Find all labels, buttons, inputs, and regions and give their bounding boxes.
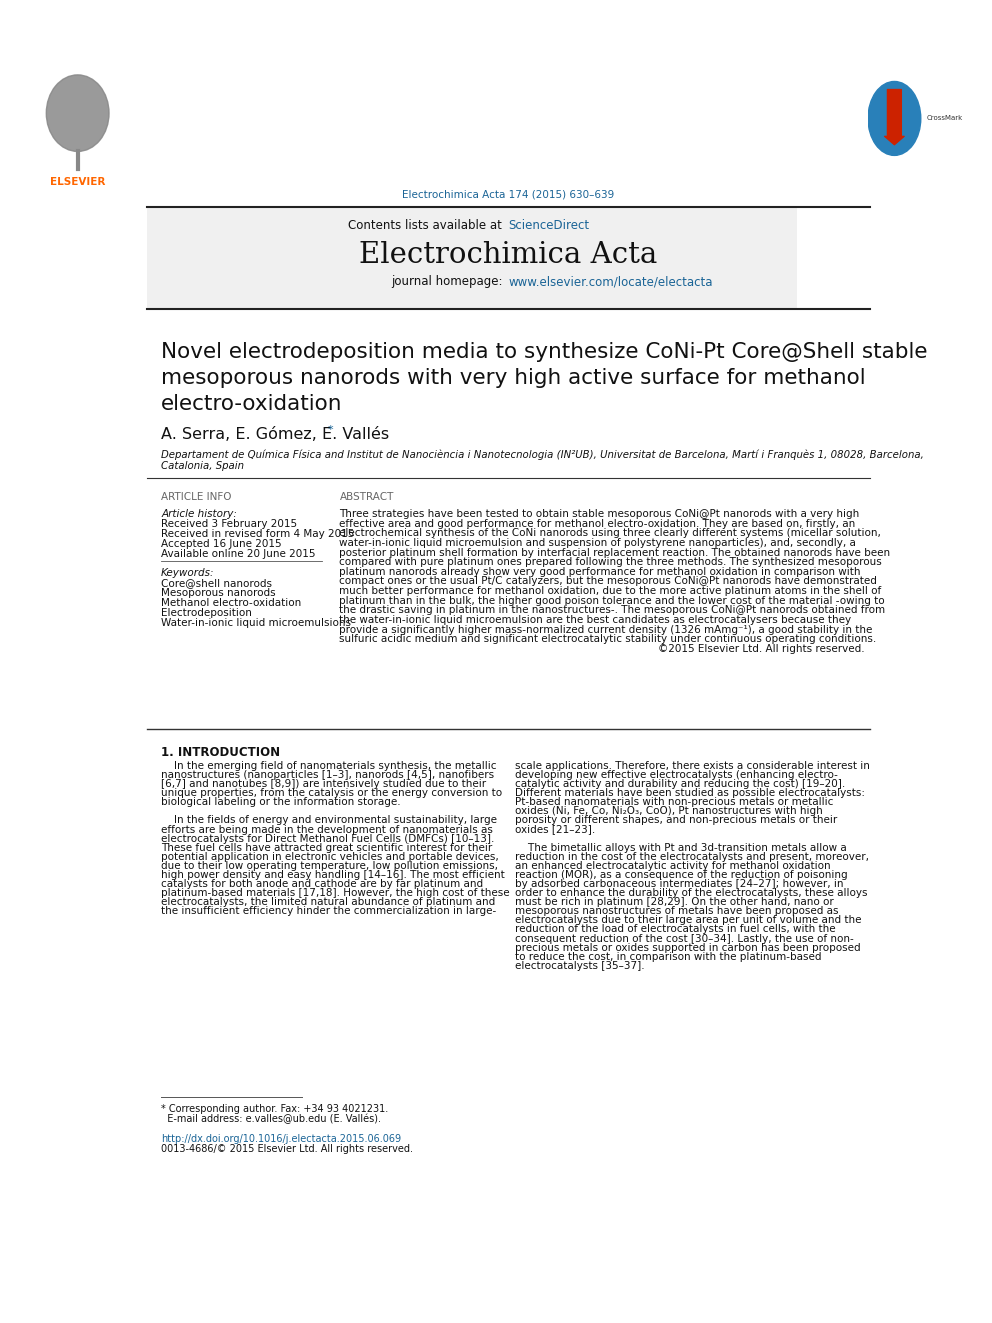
Text: biological labeling or the information storage.: biological labeling or the information s… (161, 798, 401, 807)
Text: sulfuric acidic medium and significant electrocatalytic stability under continuo: sulfuric acidic medium and significant e… (339, 634, 877, 644)
Text: electro-oxidation: electro-oxidation (161, 394, 342, 414)
Text: Received in revised form 4 May 2015: Received in revised form 4 May 2015 (161, 529, 354, 540)
Text: the water-in-ionic liquid microemulsion are the best candidates as electrocataly: the water-in-ionic liquid microemulsion … (339, 615, 851, 624)
Text: http://dx.doi.org/10.1016/j.electacta.2015.06.069: http://dx.doi.org/10.1016/j.electacta.20… (161, 1134, 402, 1143)
Text: CrossMark: CrossMark (927, 115, 962, 122)
Text: Electrodeposition: Electrodeposition (161, 609, 252, 618)
Text: ©2015 Elsevier Ltd. All rights reserved.: ©2015 Elsevier Ltd. All rights reserved. (658, 644, 864, 654)
Text: electrocatalysts [35–37].: electrocatalysts [35–37]. (515, 960, 644, 971)
Text: Electrochimica Acta 174 (2015) 630–639: Electrochimica Acta 174 (2015) 630–639 (403, 189, 614, 200)
Text: Pt-based nanomaterials with non-precious metals or metallic: Pt-based nanomaterials with non-precious… (515, 798, 833, 807)
Text: Water-in-ionic liquid microemulsions: Water-in-ionic liquid microemulsions (161, 618, 351, 628)
Text: the drastic saving in platinum in the nanostructures-. The mesoporous CoNi@Pt na: the drastic saving in platinum in the na… (339, 606, 886, 615)
Ellipse shape (47, 75, 109, 151)
Text: efforts are being made in the development of nanomaterials as: efforts are being made in the developmen… (161, 824, 493, 835)
Text: Available online 20 June 2015: Available online 20 June 2015 (161, 549, 315, 560)
Text: much better performance for methanol oxidation, due to the more active platinum : much better performance for methanol oxi… (339, 586, 882, 597)
Text: porosity or different shapes, and non-precious metals or their: porosity or different shapes, and non-pr… (515, 815, 837, 826)
Text: [6,7] and nanotubes [8,9]) are intensively studied due to their: [6,7] and nanotubes [8,9]) are intensive… (161, 779, 486, 789)
Text: effective area and good performance for methanol electro-oxidation. They are bas: effective area and good performance for … (339, 519, 856, 529)
Text: due to their low operating temperature, low pollution emissions,: due to their low operating temperature, … (161, 861, 498, 871)
Text: E-mail address: e.valles@ub.edu (E. Vallés).: E-mail address: e.valles@ub.edu (E. Vall… (161, 1114, 381, 1125)
Text: 1. INTRODUCTION: 1. INTRODUCTION (161, 745, 281, 758)
Text: electrocatalysts due to their large area per unit of volume and the: electrocatalysts due to their large area… (515, 916, 861, 925)
Text: Methanol electro-oxidation: Methanol electro-oxidation (161, 598, 302, 609)
Circle shape (868, 82, 921, 155)
Bar (147, 208, 797, 308)
Text: by adsorbed carbonaceous intermediates [24–27]; however, in: by adsorbed carbonaceous intermediates [… (515, 878, 843, 889)
Text: water-in-ionic liquid microemulsion and suspension of polystyrene nanoparticles): water-in-ionic liquid microemulsion and … (339, 538, 856, 548)
Text: nanostructures (nanoparticles [1–3], nanorods [4,5], nanofibers: nanostructures (nanoparticles [1–3], nan… (161, 770, 494, 781)
Text: catalytic activity and durability and reducing the cost) [19–20].: catalytic activity and durability and re… (515, 779, 845, 789)
Text: must be rich in platinum [28,29]. On the other hand, nano or: must be rich in platinum [28,29]. On the… (515, 897, 833, 908)
Text: an enhanced electrocatalytic activity for methanol oxidation: an enhanced electrocatalytic activity fo… (515, 861, 830, 871)
Text: compact ones or the usual Pt/C catalyzers, but the mesoporous CoNi@Pt nanorods h: compact ones or the usual Pt/C catalyzer… (339, 577, 877, 586)
Text: *: * (327, 425, 333, 435)
Text: to reduce the cost, in comparison with the platinum-based: to reduce the cost, in comparison with t… (515, 951, 821, 962)
Text: reduction of the load of electrocatalysts in fuel cells, with the: reduction of the load of electrocatalyst… (515, 925, 835, 934)
Text: consequent reduction of the cost [30–34]. Lastly, the use of non-: consequent reduction of the cost [30–34]… (515, 934, 853, 943)
Text: platinum nanorods already show very good performance for methanol oxidation in c: platinum nanorods already show very good… (339, 566, 861, 577)
Text: ELSEVIER: ELSEVIER (50, 177, 105, 187)
Text: Novel electrodeposition media to synthesize CoNi-Pt Core@Shell stable: Novel electrodeposition media to synthes… (161, 343, 928, 363)
Text: These fuel cells have attracted great scientific interest for their: These fuel cells have attracted great sc… (161, 843, 492, 853)
Text: platinum than in the bulk, the higher good poison tolerance and the lower cost o: platinum than in the bulk, the higher go… (339, 595, 885, 606)
Text: platinum-based materials [17,18]. However, the high cost of these: platinum-based materials [17,18]. Howeve… (161, 888, 510, 898)
Text: Core@shell nanorods: Core@shell nanorods (161, 578, 272, 589)
Text: Catalonia, Spain: Catalonia, Spain (161, 460, 244, 471)
Text: Mesoporous nanorods: Mesoporous nanorods (161, 589, 276, 598)
Text: electrocatalysts, the limited natural abundance of platinum and: electrocatalysts, the limited natural ab… (161, 897, 495, 908)
Text: high power density and easy handling [14–16]. The most efficient: high power density and easy handling [14… (161, 871, 505, 880)
Text: ABSTRACT: ABSTRACT (339, 492, 394, 503)
Text: scale applications. Therefore, there exists a considerable interest in: scale applications. Therefore, there exi… (515, 761, 869, 771)
Text: ARTICLE INFO: ARTICLE INFO (161, 492, 232, 503)
Text: precious metals or oxides supported in carbon has been proposed: precious metals or oxides supported in c… (515, 942, 860, 953)
Text: oxides (Ni, Fe, Co, Ni₂O₃, CoO), Pt nanostructures with high: oxides (Ni, Fe, Co, Ni₂O₃, CoO), Pt nano… (515, 806, 822, 816)
Text: catalysts for both anode and cathode are by far platinum and: catalysts for both anode and cathode are… (161, 878, 483, 889)
Text: mesoporous nanostructures of metals have been proposed as: mesoporous nanostructures of metals have… (515, 906, 838, 917)
FancyArrowPatch shape (885, 90, 904, 144)
Text: reduction in the cost of the electrocatalysts and present, moreover,: reduction in the cost of the electrocata… (515, 852, 869, 861)
Text: oxides [21–23].: oxides [21–23]. (515, 824, 595, 835)
Text: journal homepage:: journal homepage: (391, 275, 506, 288)
Text: Received 3 February 2015: Received 3 February 2015 (161, 519, 298, 529)
Text: electrocatalysts for Direct Methanol Fuel Cells (DMFCs) [10–13].: electrocatalysts for Direct Methanol Fue… (161, 833, 495, 844)
Text: Different materials have been studied as possible electrocatalysts:: Different materials have been studied as… (515, 789, 865, 798)
Text: In the fields of energy and environmental sustainability, large: In the fields of energy and environmenta… (161, 815, 497, 826)
Text: Article history:: Article history: (161, 509, 237, 519)
Text: electrochemical synthesis of the CoNi nanorods using three clearly different sys: electrochemical synthesis of the CoNi na… (339, 528, 881, 538)
Text: Accepted 16 June 2015: Accepted 16 June 2015 (161, 540, 282, 549)
Text: posterior platinum shell formation by interfacial replacement reaction. The obta: posterior platinum shell formation by in… (339, 548, 891, 557)
Text: 0013-4686/© 2015 Elsevier Ltd. All rights reserved.: 0013-4686/© 2015 Elsevier Ltd. All right… (161, 1144, 414, 1155)
Text: Departament de Química Física and Institut de Nanociència i Nanotecnologia (IN²U: Departament de Química Física and Instit… (161, 450, 925, 460)
Text: mesoporous nanorods with very high active surface for methanol: mesoporous nanorods with very high activ… (161, 368, 866, 388)
Text: In the emerging field of nanomaterials synthesis, the metallic: In the emerging field of nanomaterials s… (161, 761, 497, 771)
Text: A. Serra, E. Gómez, E. Vallés: A. Serra, E. Gómez, E. Vallés (161, 427, 389, 442)
Text: provide a significantly higher mass-normalized current density (1326 mAmg⁻¹), a : provide a significantly higher mass-norm… (339, 624, 873, 635)
Text: order to enhance the durability of the electrocatalysts, these alloys: order to enhance the durability of the e… (515, 888, 867, 898)
Text: Keywords:: Keywords: (161, 569, 214, 578)
Text: potential application in electronic vehicles and portable devices,: potential application in electronic vehi… (161, 852, 499, 861)
Text: compared with pure platinum ones prepared following the three methods. The synth: compared with pure platinum ones prepare… (339, 557, 882, 568)
Text: ScienceDirect: ScienceDirect (509, 220, 589, 233)
Text: Contents lists available at: Contents lists available at (348, 220, 506, 233)
Text: developing new effective electrocatalysts (enhancing electro-: developing new effective electrocatalyst… (515, 770, 837, 781)
Text: * Corresponding author. Fax: +34 93 4021231.: * Corresponding author. Fax: +34 93 4021… (161, 1105, 389, 1114)
Text: unique properties, from the catalysis or the energy conversion to: unique properties, from the catalysis or… (161, 789, 502, 798)
Text: the insufficient efficiency hinder the commercialization in large-: the insufficient efficiency hinder the c… (161, 906, 496, 917)
Text: www.elsevier.com/locate/electacta: www.elsevier.com/locate/electacta (509, 275, 713, 288)
Text: reaction (MOR), as a consequence of the reduction of poisoning: reaction (MOR), as a consequence of the … (515, 871, 847, 880)
Text: Three strategies have been tested to obtain stable mesoporous CoNi@Pt nanorods w: Three strategies have been tested to obt… (339, 509, 860, 519)
Text: Electrochimica Acta: Electrochimica Acta (359, 241, 658, 269)
Text: The bimetallic alloys with Pt and 3d-transition metals allow a: The bimetallic alloys with Pt and 3d-tra… (515, 843, 846, 853)
